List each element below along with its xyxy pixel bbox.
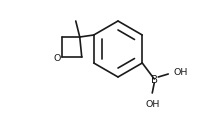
Text: OH: OH xyxy=(173,68,188,77)
Text: B: B xyxy=(151,74,158,84)
Text: O: O xyxy=(53,54,60,63)
Text: OH: OH xyxy=(145,99,159,108)
